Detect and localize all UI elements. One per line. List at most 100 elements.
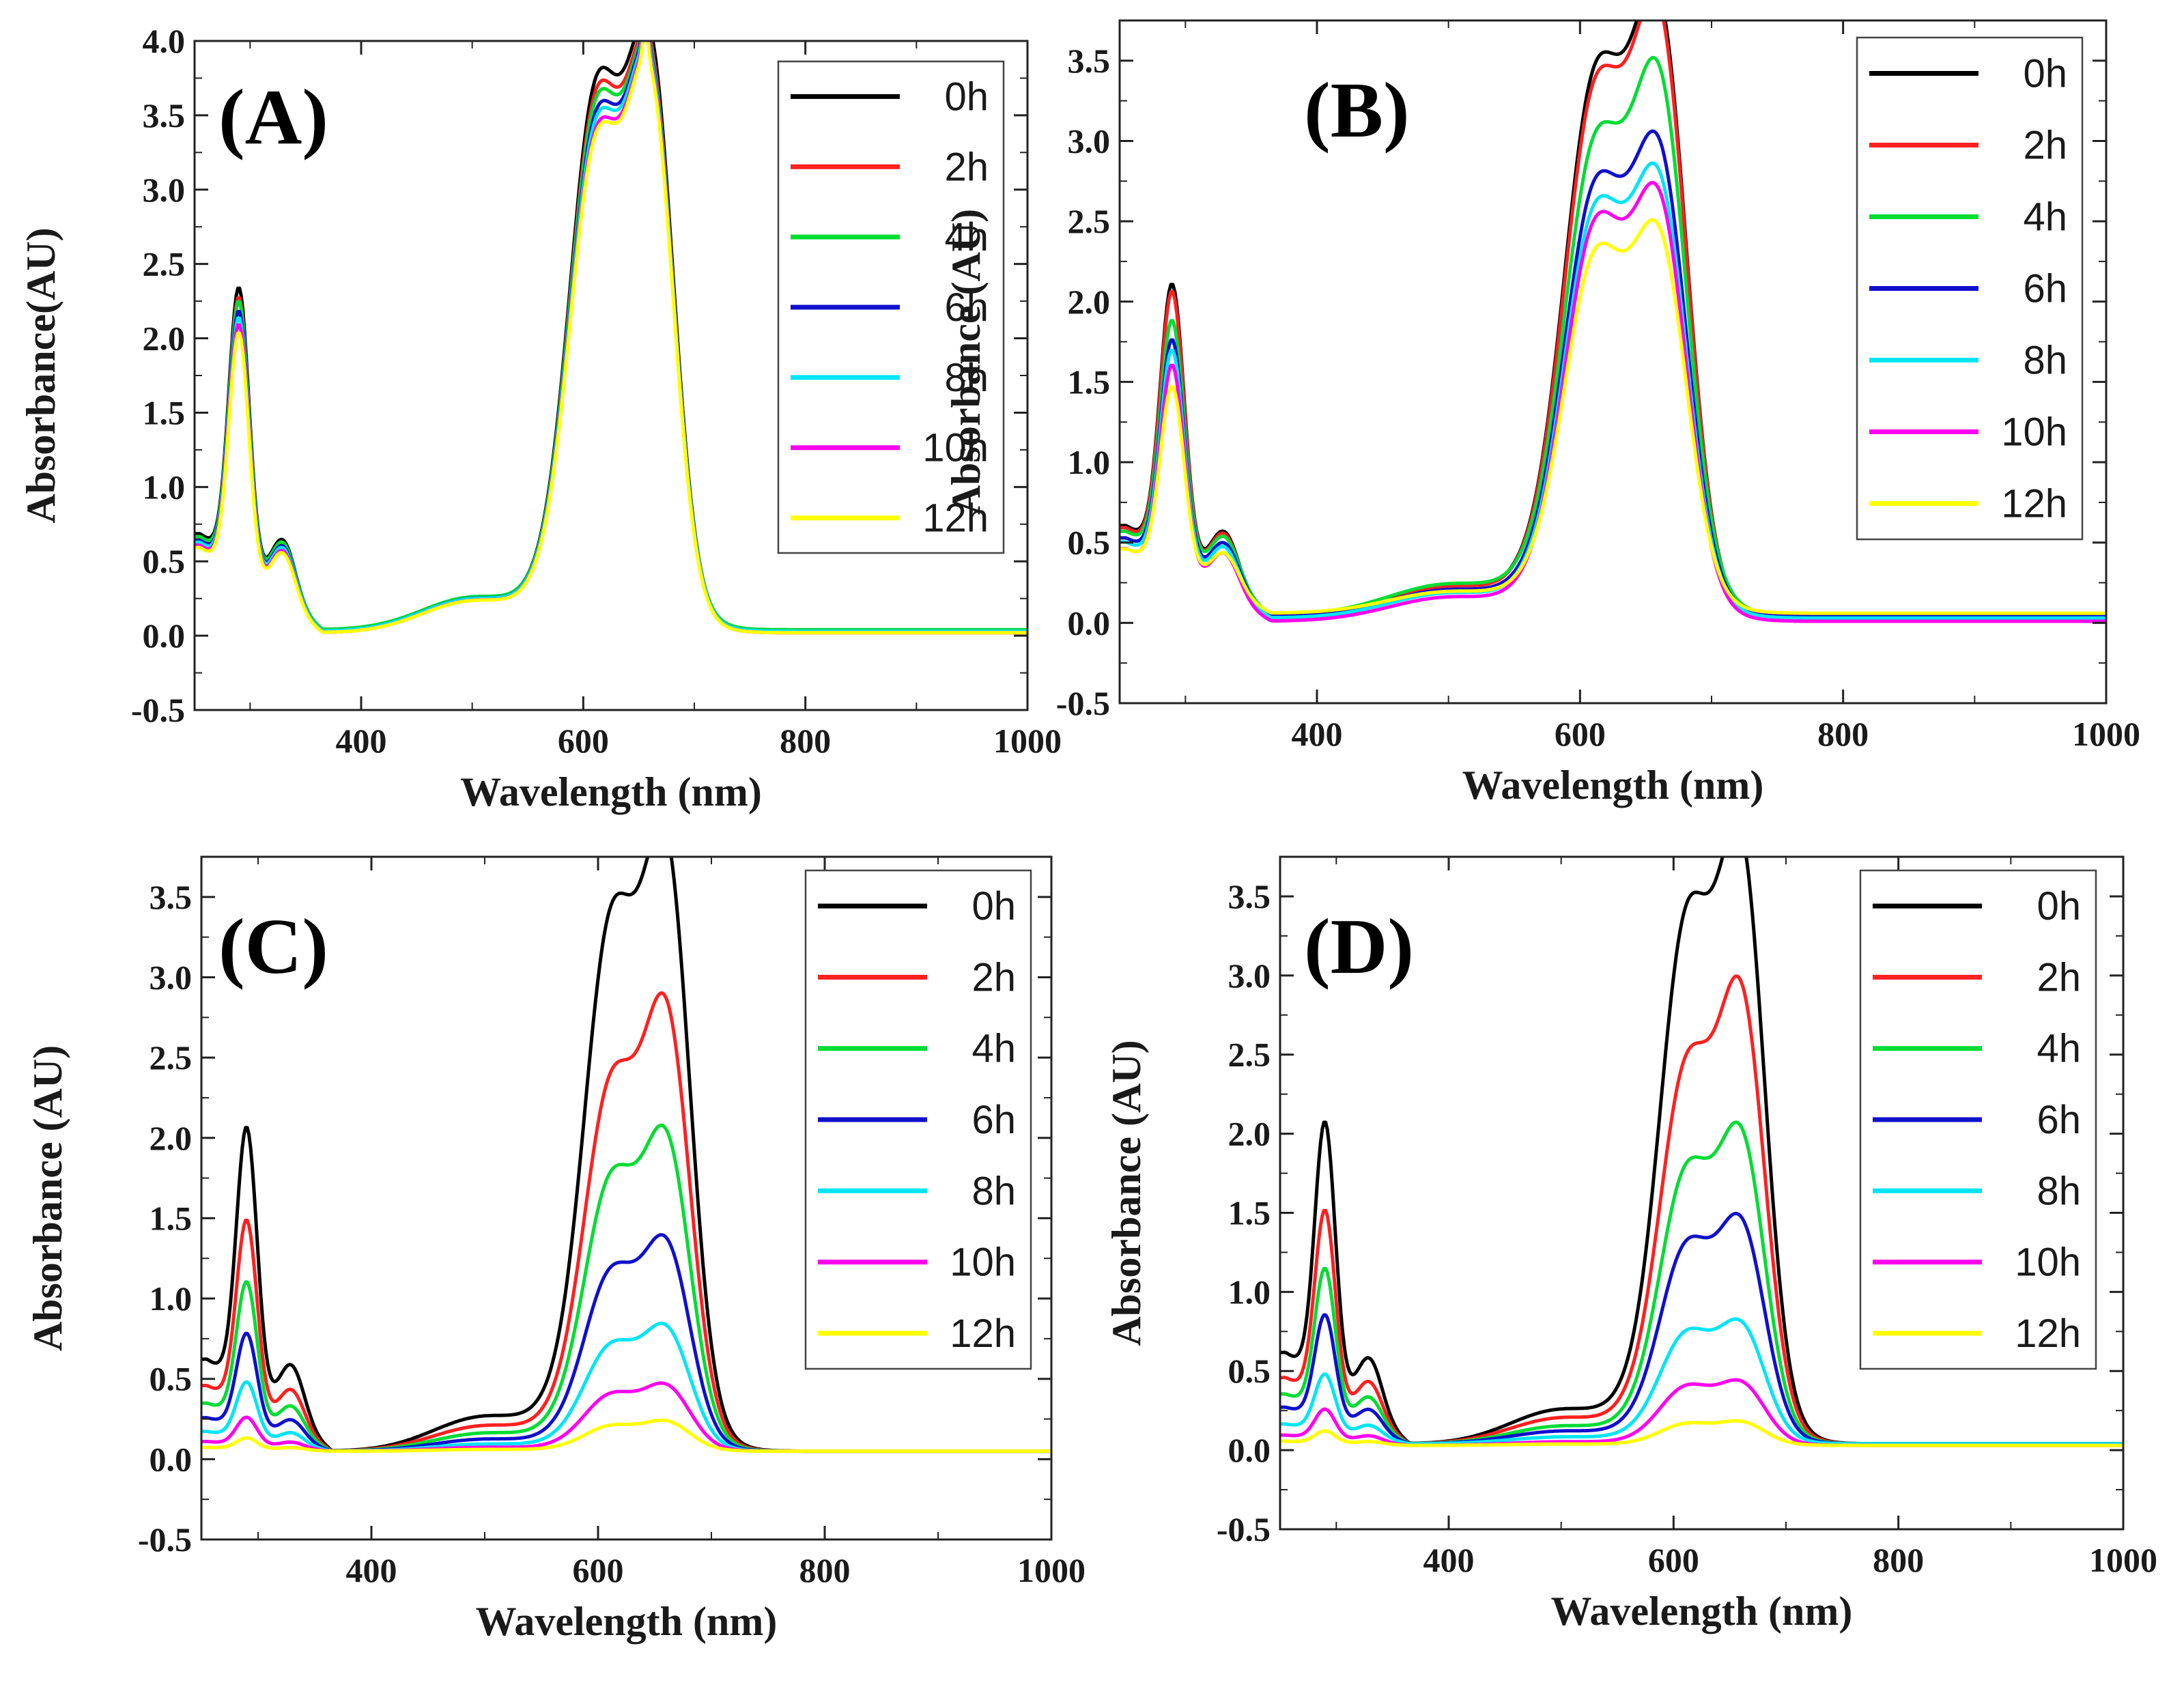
x-tick-label: 1000 xyxy=(993,722,1062,760)
y-tick-label: 3.0 xyxy=(143,171,186,209)
plot-frame xyxy=(1118,19,2108,705)
plot-frame xyxy=(1279,855,2125,1531)
legend-label-6h: 6h xyxy=(972,1098,1016,1142)
legend-label-6h: 6h xyxy=(2023,267,2067,311)
y-tick-label: 3.5 xyxy=(150,878,193,916)
legend-label-8h: 8h xyxy=(2023,339,2067,383)
legend-label-4h: 4h xyxy=(2023,195,2067,240)
y-tick-label: 0.0 xyxy=(1228,1431,1271,1469)
panel-a: 400 600 800 1000 -0.5 0.0 0.5 1.0 1.5 2.0 2.5 3.0 3.… xyxy=(18,22,1062,814)
legend-label-0h: 0h xyxy=(2037,884,2081,928)
legend-label-2h: 2h xyxy=(944,145,989,189)
series-group xyxy=(1120,20,2106,623)
panel-b: 400 600 800 1000-0.50.00.51.01.52.02.53.03.… xyxy=(944,19,2140,808)
y-tick-label: 2.5 xyxy=(150,1038,193,1077)
y-axis-title: Absorbance (AU) xyxy=(944,209,989,515)
panel-d: 400 600 800 1000 -0.5 0.0 0.5 1.0 1.5 2.0 2.5 3.0 3.… xyxy=(1104,855,2157,1634)
x-tick-label: 400 xyxy=(336,722,387,760)
y-tick-label: 0.5 xyxy=(143,542,186,580)
series-line-10h xyxy=(1120,180,2106,623)
x-tick-label: 1000 xyxy=(1017,1551,1086,1589)
series-line-12h xyxy=(201,1418,1051,1453)
y-tick-label: 1.5 xyxy=(1068,363,1111,401)
y-tick-label: 2.0 xyxy=(1228,1115,1271,1153)
legend-label-8h: 8h xyxy=(972,1169,1016,1213)
legend: 0h 2h 4h 6h 8h 10h 12h xyxy=(777,60,1005,554)
y-tick-label: 2.5 xyxy=(143,245,186,283)
x-axis-title: Wavelength (nm) xyxy=(476,1599,778,1644)
legend-label-6h: 6h xyxy=(944,285,989,330)
series-line-12h xyxy=(1120,218,2106,615)
x-tick-label: 1000 xyxy=(2072,715,2140,753)
plot-frame xyxy=(200,855,1053,1541)
y-tick-label: 2.0 xyxy=(143,320,186,358)
y-tick-label: 0.5 xyxy=(150,1360,193,1398)
y-tick-label: 0.0 xyxy=(1068,604,1111,642)
y-axis-title: Absorbance (AU) xyxy=(25,1045,70,1351)
x-axis-title: Wavelength (nm) xyxy=(460,769,762,814)
legend-label-12h: 12h xyxy=(2001,482,2067,526)
legend-label-2h: 2h xyxy=(2023,124,2067,168)
legend-label-4h: 4h xyxy=(2037,1027,2081,1071)
y-tick-label: 0.5 xyxy=(1068,524,1111,562)
y-tick-label: 2.0 xyxy=(150,1119,193,1157)
y-tick-label: 3.0 xyxy=(1068,122,1111,160)
legend-label-8h: 8h xyxy=(2037,1169,2081,1213)
legend-label-8h: 8h xyxy=(944,356,989,400)
y-tick-label: 0.0 xyxy=(143,616,186,655)
y-tick-label: 0.5 xyxy=(1228,1352,1271,1390)
y-tick-label: 2.0 xyxy=(1068,283,1111,321)
y-tick-label: 3.0 xyxy=(1228,956,1271,995)
legend: 0h 2h 4h 6h 8h 10h 12h xyxy=(804,869,1032,1370)
series-line-10h xyxy=(201,1381,1051,1453)
series-line-10h xyxy=(1280,1378,2123,1447)
y-axis-title: Absorbance(AU) xyxy=(18,227,63,523)
y-axis-title: Absorbance (AU) xyxy=(1104,1040,1149,1346)
y-tick-label: 1.0 xyxy=(143,468,186,506)
y-tick-label: -0.5 xyxy=(138,1520,192,1559)
y-tick-label: 4.0 xyxy=(143,22,186,60)
legend-label-0h: 0h xyxy=(972,884,1016,928)
y-tick-label: 2.5 xyxy=(1228,1036,1271,1074)
legend-label-4h: 4h xyxy=(972,1027,1016,1071)
panel-c: 400 600 800 1000 -0.5 0.0 0.5 1.0 1.5 2.0 2.5 3.0 3.… xyxy=(25,855,1086,1644)
y-tick-label: -0.5 xyxy=(131,691,185,729)
y-tick-label: -0.5 xyxy=(1056,684,1110,722)
panel-label: (A) xyxy=(218,74,328,161)
x-axis-title: Wavelength (nm) xyxy=(1551,1589,1853,1634)
series-line-12h xyxy=(1280,1419,2123,1447)
legend: 0h 2h 4h 6h 8h 10h 12h xyxy=(1856,36,2084,541)
x-tick-label: 800 xyxy=(799,1551,851,1589)
x-tick-label: 600 xyxy=(1555,715,1606,753)
legend-label-10h: 10h xyxy=(950,1240,1016,1285)
y-tick-label: 0.0 xyxy=(150,1440,193,1478)
legend-label-12h: 12h xyxy=(950,1311,1016,1356)
series-group xyxy=(195,41,1027,635)
legend: 0h 2h 4h 6h 8h 10h 12h xyxy=(1859,869,2097,1370)
legend-label-10h: 10h xyxy=(2015,1240,2081,1285)
x-tick-label: 400 xyxy=(1423,1541,1475,1579)
y-tick-label: 1.5 xyxy=(143,393,186,431)
y-tick-label: 3.5 xyxy=(143,96,186,134)
legend-label-4h: 4h xyxy=(944,215,989,259)
legend-label-2h: 2h xyxy=(2037,955,2081,999)
x-tick-label: 600 xyxy=(558,722,609,760)
panel-label: (C) xyxy=(218,903,328,991)
x-tick-label: 800 xyxy=(1873,1541,1924,1579)
y-tick-label: -0.5 xyxy=(1217,1510,1271,1548)
x-tick-label: 800 xyxy=(1817,715,1869,753)
y-tick-label: 1.5 xyxy=(150,1199,193,1237)
series-group xyxy=(201,857,1051,1453)
legend-label-0h: 0h xyxy=(944,74,989,119)
legend-label-12h: 12h xyxy=(922,496,989,541)
legend-label-2h: 2h xyxy=(972,955,1016,999)
series-line-8h xyxy=(1120,161,2106,620)
legend-label-6h: 6h xyxy=(2037,1098,2081,1142)
y-tick-label: 3.5 xyxy=(1068,42,1111,80)
legend-label-10h: 10h xyxy=(2001,410,2067,455)
x-tick-label: 600 xyxy=(573,1551,624,1589)
legend-label-0h: 0h xyxy=(2023,52,2067,96)
y-tick-label: 1.5 xyxy=(1228,1193,1271,1232)
x-tick-label: 400 xyxy=(1292,715,1343,753)
panel-label: (D) xyxy=(1304,903,1414,991)
